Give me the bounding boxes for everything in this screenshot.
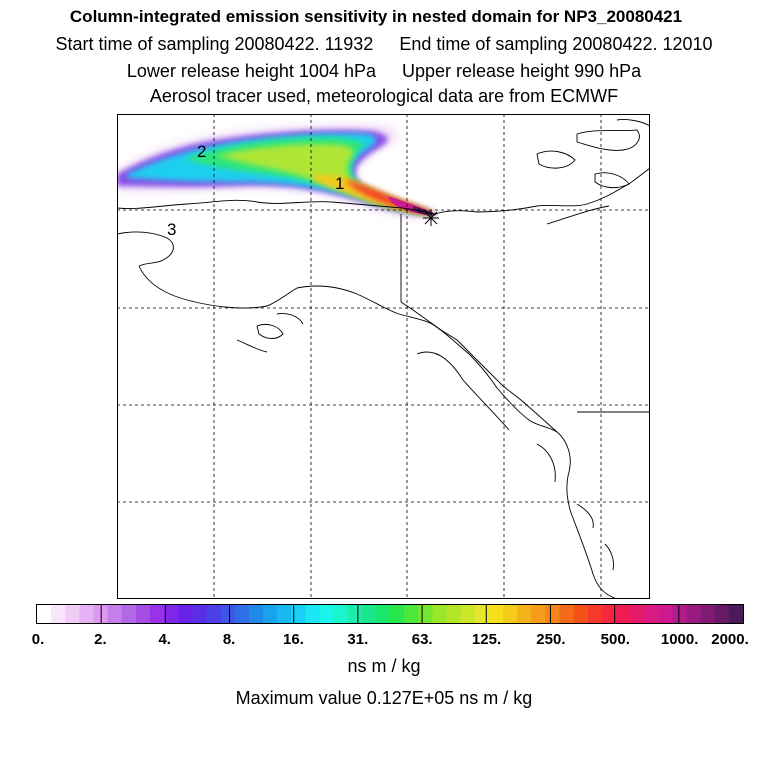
colorbar-tick-label: 2. <box>94 631 107 648</box>
colorbar-swatch <box>531 605 546 623</box>
colorbar-swatch <box>164 605 179 623</box>
tracer-info: Aerosol tracer used, meteorological data… <box>149 86 619 106</box>
colorbar-swatch <box>220 605 236 623</box>
colorbar-swatch <box>714 605 730 623</box>
colorbar-swatch <box>474 605 490 623</box>
lower-release-height: Lower release height 1004 hPa <box>126 61 376 81</box>
colorbar-tick-label: 4. <box>158 631 171 648</box>
maximum-value: Maximum value 0.127E+05 ns m / kg <box>235 688 533 708</box>
end-time: End time of sampling 20080422. 12010 <box>399 34 713 54</box>
colorbar-swatch <box>446 605 462 623</box>
plume-label-1: 1 <box>335 174 344 193</box>
colorbar-tick-label: 250. <box>536 631 566 648</box>
colorbar-swatch <box>587 605 603 623</box>
colorbar-swatch <box>404 605 419 623</box>
plume-label-2: 2 <box>197 142 206 161</box>
star-marker <box>423 210 439 226</box>
map-frame <box>117 114 650 599</box>
colorbar-swatch <box>277 605 292 623</box>
colorbar-tick-label: 8. <box>222 631 236 648</box>
upper-release-height: Upper release height 990 hPa <box>402 61 642 81</box>
start-time: Start time of sampling 20080422. 11932 <box>55 34 374 54</box>
colorbar-units: ns m / kg <box>347 656 421 676</box>
colorbar-swatch <box>234 605 250 623</box>
colorbar-swatch <box>178 605 193 623</box>
colorbar-swatch <box>502 605 518 623</box>
colorbar-swatch <box>121 605 137 623</box>
chart-title: Column-integrated emission sensitivity i… <box>69 7 683 26</box>
colorbar-swatch <box>347 605 363 623</box>
colorbar-swatch <box>658 605 673 623</box>
colorbar-swatch <box>37 605 52 623</box>
colorbar-swatch <box>361 605 377 623</box>
colorbar-swatch <box>192 605 207 623</box>
colorbar-swatch <box>488 605 504 623</box>
colorbar-swatch <box>545 605 560 623</box>
colorbar-swatch <box>390 605 405 623</box>
colorbar-swatch <box>319 605 335 623</box>
colorbar-swatch <box>149 605 165 623</box>
colorbar-tick-label: 16. <box>283 631 304 648</box>
colorbar-swatch <box>79 605 94 623</box>
colorbar-swatch <box>432 605 447 623</box>
colorbar-swatch <box>700 605 716 623</box>
colorbar-swatch <box>573 605 589 623</box>
colorbar-tick-label: 125. <box>471 631 502 648</box>
colorbar-swatch <box>460 605 476 623</box>
map-svg: 1 2 3 <box>117 114 650 599</box>
map-panel: 1 2 3 <box>117 114 650 599</box>
colorbar-svg <box>36 604 744 624</box>
colorbar-swatch <box>630 605 645 623</box>
colorbar-swatch <box>333 605 349 623</box>
colorbar-tick-label: 63. <box>411 631 433 648</box>
emission-plume <box>117 125 437 218</box>
colorbar-swatch <box>615 605 631 623</box>
colorbar <box>36 604 744 624</box>
colorbar-swatch <box>517 605 532 623</box>
plume-label-3: 3 <box>167 220 176 239</box>
coastlines <box>117 119 650 599</box>
colorbar-frame <box>36 604 744 624</box>
political-borders <box>400 214 650 433</box>
colorbar-swatch <box>65 605 80 623</box>
colorbar-swatch <box>559 605 575 623</box>
colorbar-swatch <box>51 605 66 623</box>
colorbar-tick-label: 500. <box>600 631 630 648</box>
colorbar-swatch <box>305 605 320 623</box>
lat-lon-grid <box>117 114 650 599</box>
colorbar-swatch <box>262 605 278 623</box>
colorbar-swatch <box>206 605 222 623</box>
colorbar-swatch <box>644 605 659 623</box>
colorbar-swatch <box>418 605 433 623</box>
colorbar-swatch <box>672 605 688 623</box>
colorbar-swatch <box>291 605 306 623</box>
colorbar-tick-label: 0. <box>31 631 45 648</box>
colorbar-swatch <box>601 605 617 623</box>
colorbar-swatch <box>686 605 702 623</box>
colorbar-tick-label: 1000. <box>660 631 699 648</box>
colorbar-swatch <box>375 605 391 623</box>
colorbar-swatch <box>728 605 744 623</box>
colorbar-swatch <box>107 605 123 623</box>
colorbar-tick-label: 31. <box>347 631 369 648</box>
sampling-times: Start time of sampling 20080422. 11932 En… <box>0 33 768 55</box>
release-heights: Lower release height 1004 hPa Upper relea… <box>0 60 768 82</box>
colorbar-swatch <box>248 605 264 623</box>
colorbar-tick-label: 2000. <box>711 631 749 648</box>
colorbar-swatch <box>135 605 151 623</box>
